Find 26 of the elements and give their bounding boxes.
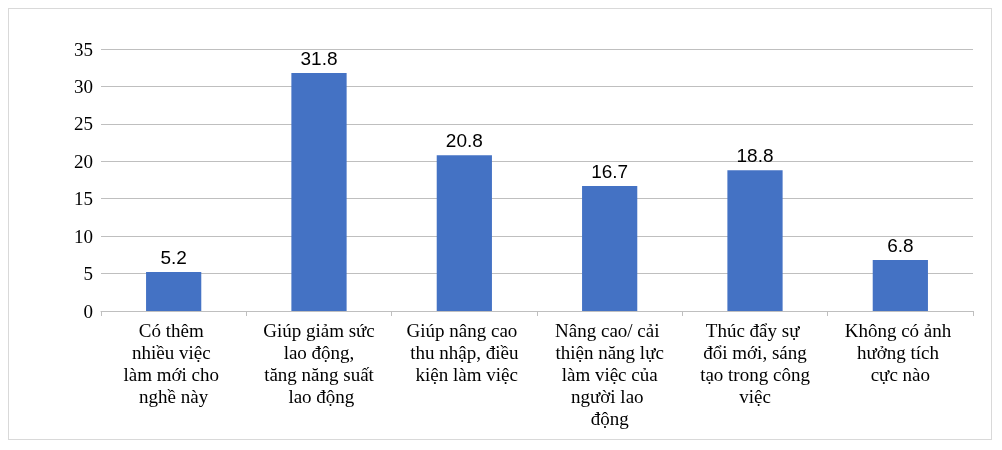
x-tick-label: Không có ảnh hưởng tích cực nào bbox=[844, 319, 957, 385]
x-tick-label: Giúp giảm sức lao động, tăng năng suất lao động bbox=[263, 319, 375, 407]
data-label: 5.2 bbox=[160, 247, 187, 269]
data-label: 16.7 bbox=[591, 160, 629, 182]
y-tick-label: 35 bbox=[74, 38, 93, 60]
y-tick-label: 20 bbox=[74, 150, 93, 172]
y-tick-label: 0 bbox=[83, 300, 93, 322]
y-tick-label: 30 bbox=[74, 75, 93, 97]
x-tick-label: Thúc đẩy sự đổi mới, sáng tạo trong công việc bbox=[695, 319, 815, 407]
y-tick-label: 15 bbox=[74, 188, 93, 210]
bar bbox=[872, 260, 928, 311]
bar bbox=[291, 72, 347, 311]
bar bbox=[436, 155, 492, 311]
data-label: 18.8 bbox=[736, 145, 774, 167]
x-tick-label: Giúp nâng cao thu nhập, điều kiện làm việc bbox=[406, 319, 523, 385]
bar bbox=[146, 272, 202, 311]
data-label: 20.8 bbox=[445, 130, 483, 152]
y-tick-label: 5 bbox=[83, 263, 93, 285]
data-label: 31.8 bbox=[300, 47, 338, 69]
x-tick-label: Có thêm nhiều việc làm mới cho nghề này bbox=[123, 319, 224, 407]
data-label: 6.8 bbox=[887, 235, 914, 257]
bar bbox=[727, 170, 783, 311]
y-tick-label: 25 bbox=[74, 113, 93, 135]
bar bbox=[582, 185, 638, 311]
y-tick-label: 10 bbox=[74, 225, 93, 247]
x-tick-label: Nâng cao/ cải thiện năng lực làm việc của người lao động bbox=[555, 319, 665, 429]
